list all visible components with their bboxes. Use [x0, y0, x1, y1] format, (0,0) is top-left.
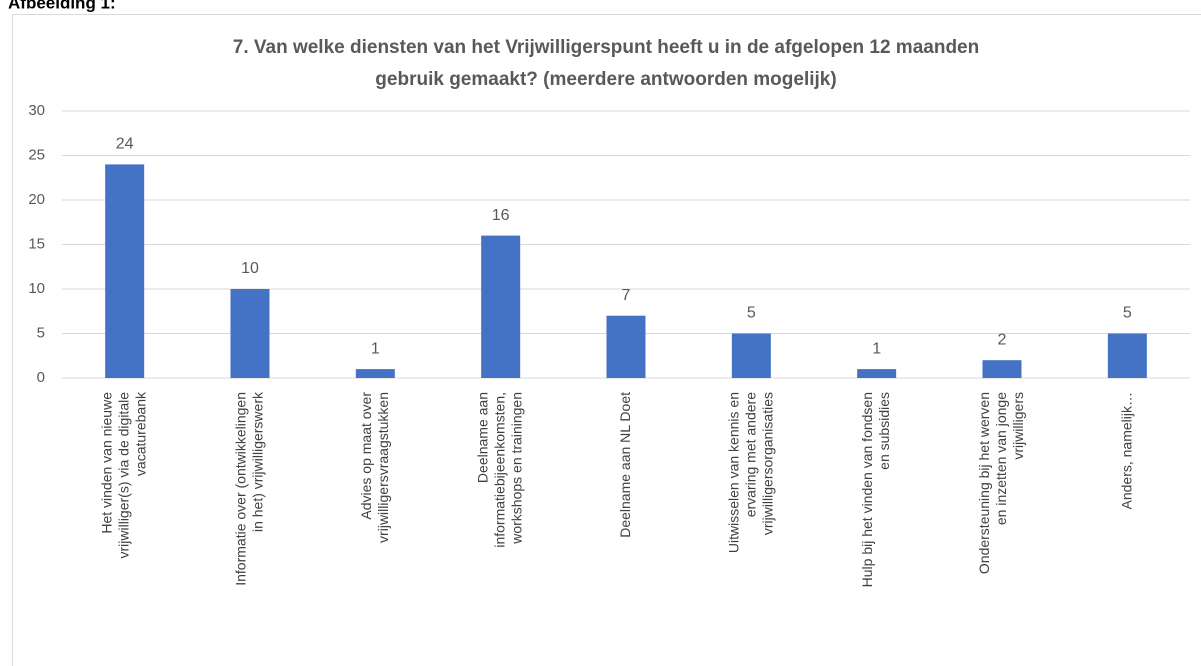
y-tick-label: 15 — [28, 235, 45, 252]
data-label: 2 — [998, 331, 1007, 348]
data-label: 7 — [622, 287, 631, 304]
bar — [355, 369, 395, 378]
x-tick-label: Deelname aaninformatiebijeenkomsten,work… — [474, 392, 524, 548]
x-tick-label: Informatie over (ontwikkelingenin het) v… — [232, 391, 265, 586]
y-tick-label: 5 — [37, 324, 45, 341]
bar — [857, 369, 897, 378]
y-tick-label: 30 — [28, 102, 45, 119]
bar — [481, 235, 521, 378]
y-tick-label: 0 — [37, 369, 45, 386]
x-tick-label: Advies op maat overvrijwilligersvraagstu… — [358, 392, 391, 543]
bar — [731, 333, 771, 378]
data-label: 16 — [492, 207, 510, 224]
x-tick-label: Ondersteuning bij het wervenen inzetten … — [976, 392, 1026, 574]
heading: Afbeelding 1: — [8, 0, 116, 12]
x-tick-label: Anders, namelijk… — [1118, 392, 1134, 510]
bar — [982, 360, 1022, 378]
x-tick-label: Deelname aan NL Doet — [617, 392, 633, 538]
chart-title: 7. Van welke diensten van het Vrijwillig… — [233, 37, 979, 90]
bar — [105, 164, 145, 378]
y-tick-label: 25 — [28, 146, 45, 163]
data-label: 24 — [116, 136, 134, 153]
x-tick-label: Hulp bij het vinden van fondsenen subsid… — [859, 392, 892, 587]
chart-border — [12, 14, 1201, 666]
data-label: 5 — [1123, 305, 1132, 322]
bar — [606, 315, 646, 378]
x-tick-label: Uitwisselen van kennis enervaring met an… — [725, 392, 775, 553]
data-label: 10 — [241, 260, 259, 277]
bar — [230, 289, 270, 378]
data-label: 5 — [747, 305, 756, 322]
y-tick-label: 10 — [28, 280, 45, 297]
x-tick-label: Het vinden van nieuwevrijwilliger(s) via… — [98, 391, 148, 558]
bar — [1107, 333, 1147, 378]
y-tick-label: 20 — [28, 191, 45, 208]
data-label: 1 — [371, 340, 380, 357]
data-label: 1 — [872, 340, 881, 357]
